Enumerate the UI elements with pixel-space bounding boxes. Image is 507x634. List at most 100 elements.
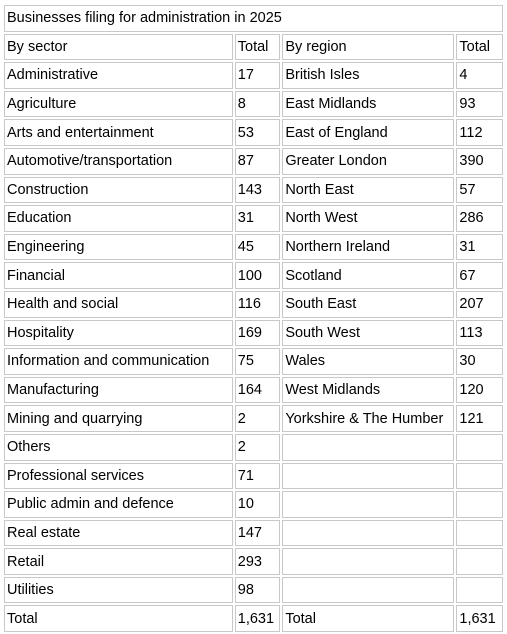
region-cell — [282, 548, 455, 575]
table-row: Education 31 North West 286 — [4, 205, 503, 232]
region-total-cell: 30 — [456, 348, 503, 375]
region-total-cell: 390 — [456, 147, 503, 175]
sector-total-cell: 10 — [234, 491, 281, 518]
region-cell: Wales — [282, 348, 455, 375]
region-cell — [282, 462, 455, 490]
sector-cell: Agriculture — [4, 90, 233, 118]
region-total-cell: 31 — [456, 233, 503, 261]
sector-total-cell: 31 — [234, 205, 281, 232]
region-total-cell: 67 — [456, 262, 503, 289]
table-row: Arts and entertainment 53 East of England 1… — [4, 119, 503, 146]
sector-total-cell: 116 — [234, 290, 281, 318]
sector-total-cell: 75 — [234, 348, 281, 375]
sector-total-cell: 293 — [234, 548, 281, 575]
region-total-cell: 113 — [456, 319, 503, 347]
sector-total-cell: 143 — [234, 176, 281, 204]
sector-cell: Education — [4, 205, 233, 232]
totals-row: Total 1,631 Total 1,631 — [4, 605, 503, 633]
region-total-cell — [456, 491, 503, 518]
table-row: Agriculture 8 East Midlands 93 — [4, 90, 503, 118]
region-cell: Greater London — [282, 147, 455, 175]
sector-cell: Financial — [4, 262, 233, 289]
table-row: Professional services 71 — [4, 462, 503, 490]
title-row: Businesses filing for administration in … — [4, 5, 503, 32]
table-row: Information and communication 75 Wales 30 — [4, 348, 503, 375]
sector-cell: Administrative — [4, 62, 233, 89]
region-total-cell: 93 — [456, 90, 503, 118]
sector-total-cell: 2 — [234, 405, 281, 432]
region-cell: South West — [282, 319, 455, 347]
region-cell: West Midlands — [282, 376, 455, 404]
region-cell: Northern Ireland — [282, 233, 455, 261]
region-total-cell — [456, 462, 503, 490]
sector-cell: Engineering — [4, 233, 233, 261]
sector-total-cell: 2 — [234, 433, 281, 461]
sector-total-cell: 87 — [234, 147, 281, 175]
sector-total-cell: 45 — [234, 233, 281, 261]
administration-table-container: Businesses filing for administration in … — [2, 3, 505, 634]
table-row: Financial 100 Scotland 67 — [4, 262, 503, 289]
sector-total-cell: 164 — [234, 376, 281, 404]
region-total-cell: 112 — [456, 119, 503, 146]
region-total-cell — [456, 519, 503, 547]
sector-total-cell: 53 — [234, 119, 281, 146]
region-total-cell: 207 — [456, 290, 503, 318]
sector-cell: Information and communication — [4, 348, 233, 375]
header-by-region: By region — [282, 33, 455, 61]
table-row: Construction 143 North East 57 — [4, 176, 503, 204]
region-total-cell: 120 — [456, 376, 503, 404]
header-by-sector: By sector — [4, 33, 233, 61]
region-cell — [282, 576, 455, 604]
region-cell — [282, 491, 455, 518]
sector-total-cell: 169 — [234, 319, 281, 347]
table-title: Businesses filing for administration in … — [4, 5, 503, 32]
table-row: Mining and quarrying 2 Yorkshire & The Hum… — [4, 405, 503, 432]
sector-cell: Retail — [4, 548, 233, 575]
region-total-cell — [456, 433, 503, 461]
sector-cell: Health and social — [4, 290, 233, 318]
sector-grand-total: 1,631 — [234, 605, 281, 633]
sector-total-cell: 71 — [234, 462, 281, 490]
table-row: Health and social 116 South East 207 — [4, 290, 503, 318]
region-cell: South East — [282, 290, 455, 318]
region-cell: Yorkshire & The Humber — [282, 405, 455, 432]
table-row: Automotive/transportation 87 Greater Londo… — [4, 147, 503, 175]
region-cell — [282, 433, 455, 461]
header-sector-total: Total — [234, 33, 281, 61]
sector-total-cell: 17 — [234, 62, 281, 89]
sector-cell: Hospitality — [4, 319, 233, 347]
region-cell: East Midlands — [282, 90, 455, 118]
administration-table: Businesses filing for administration in … — [2, 3, 505, 634]
sector-cell: Professional services — [4, 462, 233, 490]
region-cell — [282, 519, 455, 547]
table-row: Manufacturing 164 West Midlands 120 — [4, 376, 503, 404]
sector-total-cell: 147 — [234, 519, 281, 547]
region-total-label: Total — [282, 605, 455, 633]
sector-total-cell: 100 — [234, 262, 281, 289]
table-row: Real estate 147 — [4, 519, 503, 547]
table-row: Retail 293 — [4, 548, 503, 575]
sector-total-label: Total — [4, 605, 233, 633]
sector-cell: Manufacturing — [4, 376, 233, 404]
region-cell: North West — [282, 205, 455, 232]
region-cell: Scotland — [282, 262, 455, 289]
table-row: Utilities 98 — [4, 576, 503, 604]
region-cell: British Isles — [282, 62, 455, 89]
sector-cell: Construction — [4, 176, 233, 204]
region-cell: East of England — [282, 119, 455, 146]
sector-cell: Arts and entertainment — [4, 119, 233, 146]
sector-cell: Public admin and defence — [4, 491, 233, 518]
table-row: Others 2 — [4, 433, 503, 461]
header-region-total: Total — [456, 33, 503, 61]
region-cell: North East — [282, 176, 455, 204]
sector-cell: Others — [4, 433, 233, 461]
header-row: By sector Total By region Total — [4, 33, 503, 61]
region-grand-total: 1,631 — [456, 605, 503, 633]
sector-cell: Real estate — [4, 519, 233, 547]
region-total-cell: 4 — [456, 62, 503, 89]
region-total-cell: 57 — [456, 176, 503, 204]
table-row: Engineering 45 Northern Ireland 31 — [4, 233, 503, 261]
table-row: Hospitality 169 South West 113 — [4, 319, 503, 347]
sector-total-cell: 98 — [234, 576, 281, 604]
sector-cell: Mining and quarrying — [4, 405, 233, 432]
